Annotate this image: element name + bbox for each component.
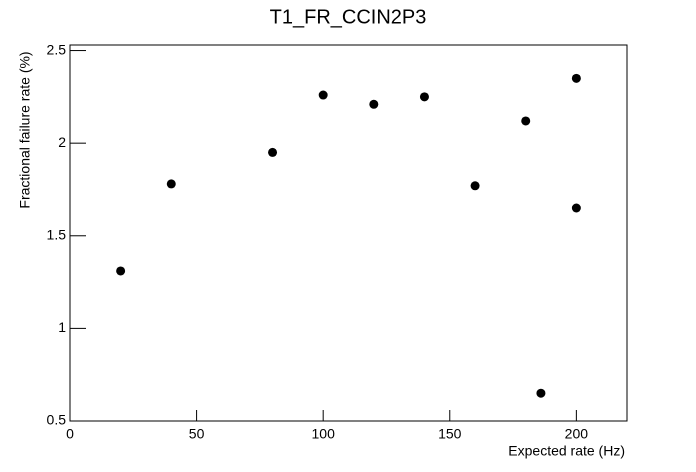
x-tick-label: 200	[565, 426, 589, 442]
y-tick-label: 1.5	[47, 226, 67, 242]
point	[369, 99, 379, 109]
point	[116, 266, 126, 276]
x-axis-label: Expected rate (Hz)	[508, 443, 625, 459]
point	[419, 92, 429, 102]
point	[521, 116, 531, 126]
x-tick-label: 50	[189, 426, 205, 442]
point	[536, 388, 546, 398]
frame	[69, 44, 628, 422]
x-tick-label: 100	[312, 426, 336, 442]
point	[268, 147, 278, 157]
point	[571, 203, 581, 213]
point	[318, 90, 328, 100]
x-tick-label: 150	[438, 426, 462, 442]
point	[166, 179, 176, 189]
chart-title: T1_FR_CCIN2P3	[270, 6, 427, 28]
y-tick-label: 1	[58, 319, 66, 335]
y-axis-label: Fractional failure rate (%)	[17, 51, 33, 208]
y-tick-label: 0.5	[47, 412, 67, 428]
y-tick-label: 2	[58, 134, 66, 150]
x-tick-label: 0	[66, 426, 74, 442]
y-tick-label: 2.5	[47, 41, 67, 57]
point	[470, 181, 480, 191]
point	[571, 73, 581, 83]
